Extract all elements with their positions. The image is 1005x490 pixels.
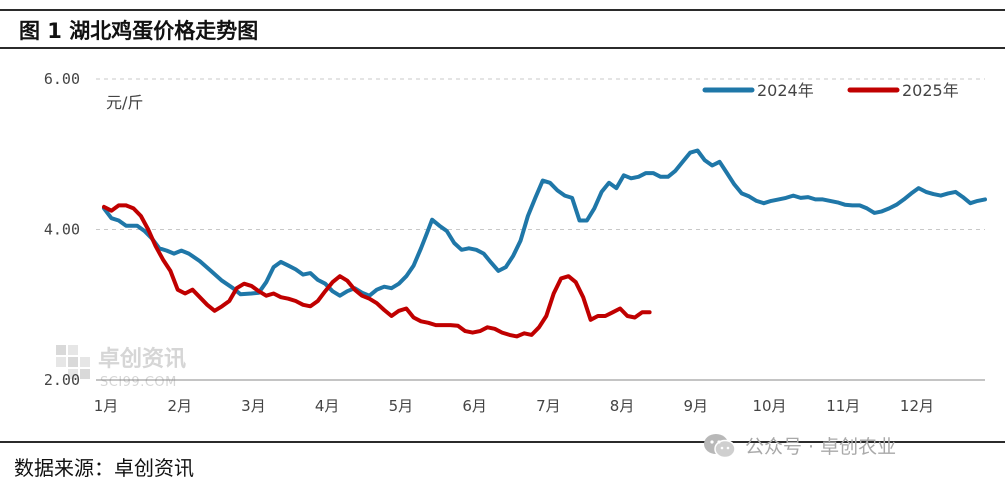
wechat-icon bbox=[704, 433, 736, 458]
x-tick-label: 1月 bbox=[94, 397, 119, 415]
x-tick-label: 5月 bbox=[389, 397, 414, 415]
y-axis-ticks: 2.00 4.00 6.00 bbox=[44, 70, 80, 389]
x-tick-label: 10月 bbox=[752, 397, 786, 415]
watermark-logo: 卓创资讯 SCI99.COM bbox=[56, 345, 186, 390]
y-axis-unit: 元/斤 bbox=[106, 93, 143, 112]
y-tick-label: 6.00 bbox=[44, 70, 80, 88]
x-tick-label: 3月 bbox=[241, 397, 266, 415]
x-tick-label: 11月 bbox=[826, 397, 860, 415]
x-tick-label: 8月 bbox=[610, 397, 635, 415]
x-tick-label: 4月 bbox=[315, 397, 340, 415]
footer-rule bbox=[0, 441, 1005, 443]
wechat-label: 公众号 · 卓创农业 bbox=[745, 436, 897, 458]
x-tick-label: 9月 bbox=[684, 397, 709, 415]
legend: 2024年 2025年 bbox=[702, 81, 959, 100]
series-line-2024 bbox=[102, 148, 987, 298]
series-lines bbox=[102, 148, 987, 339]
x-axis-ticks: 1月 2月 3月 4月 5月 6月 7月 8月 9月 10月 11月 12月 bbox=[94, 397, 934, 415]
series-line-2025 bbox=[102, 203, 652, 339]
y-tick-label: 2.00 bbox=[44, 371, 80, 389]
title-rule bbox=[0, 47, 1005, 49]
watermark-name: 卓创资讯 bbox=[98, 347, 186, 372]
x-tick-label: 7月 bbox=[536, 397, 561, 415]
x-tick-label: 6月 bbox=[462, 397, 487, 415]
top-rule bbox=[0, 9, 1005, 11]
wechat-account: 公众号 · 卓创农业 bbox=[703, 432, 896, 459]
x-tick-label: 2月 bbox=[167, 397, 192, 415]
y-tick-label: 4.00 bbox=[44, 221, 80, 239]
watermark-domain: SCI99.COM bbox=[100, 375, 177, 390]
data-source: 数据来源：卓创资讯 bbox=[14, 456, 194, 480]
legend-label-2024: 2024年 bbox=[757, 81, 814, 100]
chart-title: 图 1 湖北鸡蛋价格走势图 bbox=[19, 19, 259, 43]
egg-price-chart: 卓创资讯 SCI99.COM 2.00 4.00 6.00 1月 2月 3月 4月 5月 6月… bbox=[44, 70, 987, 415]
x-tick-label: 12月 bbox=[900, 397, 934, 415]
legend-label-2025: 2025年 bbox=[902, 81, 959, 100]
